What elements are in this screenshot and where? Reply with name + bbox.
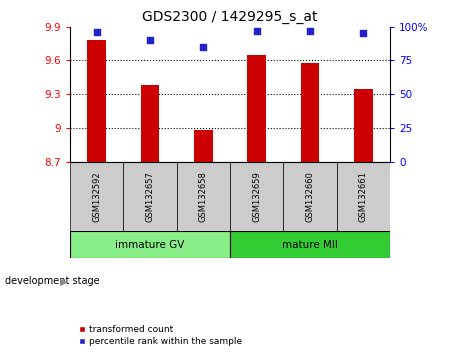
Bar xyxy=(123,162,177,232)
Legend: transformed count, percentile rank within the sample: transformed count, percentile rank withi… xyxy=(74,321,246,349)
Text: ▶: ▶ xyxy=(60,276,68,286)
Bar xyxy=(177,162,230,232)
Bar xyxy=(283,162,337,232)
Text: GSM132592: GSM132592 xyxy=(92,171,101,222)
Bar xyxy=(301,63,319,162)
Point xyxy=(200,44,207,50)
Bar xyxy=(354,88,373,162)
Bar xyxy=(70,232,230,258)
Point xyxy=(253,28,260,33)
Point xyxy=(307,28,314,33)
Text: GSM132658: GSM132658 xyxy=(199,171,208,222)
Bar xyxy=(194,130,213,162)
Text: GSM132659: GSM132659 xyxy=(252,171,261,222)
Point xyxy=(360,30,367,36)
Bar xyxy=(70,162,123,232)
Bar xyxy=(87,40,106,162)
Text: development stage: development stage xyxy=(5,276,99,286)
Point xyxy=(93,29,100,35)
Text: GSM132661: GSM132661 xyxy=(359,171,368,222)
Bar xyxy=(337,162,390,232)
Bar xyxy=(247,55,266,162)
Title: GDS2300 / 1429295_s_at: GDS2300 / 1429295_s_at xyxy=(142,10,318,24)
Text: GSM132660: GSM132660 xyxy=(306,171,314,222)
Bar xyxy=(141,85,159,162)
Bar xyxy=(230,162,283,232)
Point xyxy=(146,37,153,43)
Text: mature MII: mature MII xyxy=(282,240,338,250)
Text: immature GV: immature GV xyxy=(115,240,184,250)
Bar xyxy=(230,232,390,258)
Text: GSM132657: GSM132657 xyxy=(146,171,154,222)
